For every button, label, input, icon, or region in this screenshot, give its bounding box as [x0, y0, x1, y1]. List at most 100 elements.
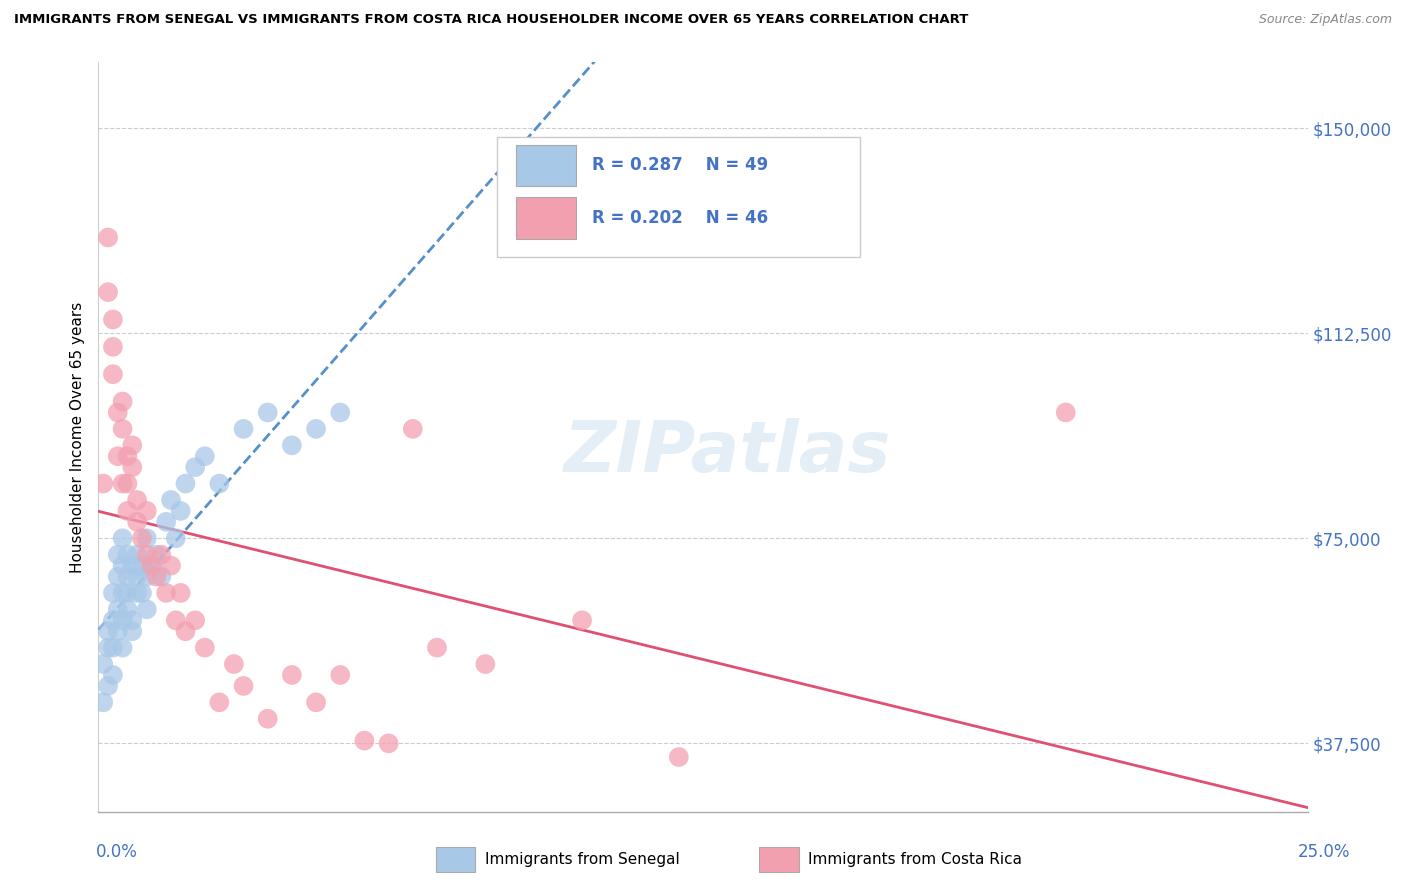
Point: [127, 548, 149, 562]
Point: [107, 548, 129, 562]
FancyBboxPatch shape: [498, 137, 860, 257]
Point: [165, 531, 187, 545]
Point: [155, 586, 177, 600]
Point: [256, 712, 278, 726]
Point: [194, 449, 217, 463]
Point: [160, 493, 183, 508]
Point: [174, 624, 197, 639]
Point: [91, 476, 114, 491]
Point: [150, 569, 173, 583]
Point: [111, 422, 134, 436]
Point: [117, 449, 139, 463]
Point: [121, 613, 143, 627]
Point: [160, 558, 183, 573]
Point: [101, 640, 124, 655]
Point: [169, 586, 191, 600]
Text: ZIPatlas: ZIPatlas: [564, 417, 891, 486]
Point: [111, 558, 134, 573]
FancyBboxPatch shape: [516, 197, 576, 238]
Point: [571, 613, 593, 627]
Point: [121, 558, 143, 573]
Point: [127, 515, 149, 529]
Point: [184, 613, 207, 627]
Point: [141, 558, 163, 573]
Text: IMMIGRANTS FROM SENEGAL VS IMMIGRANTS FROM COSTA RICA HOUSEHOLDER INCOME OVER 65: IMMIGRANTS FROM SENEGAL VS IMMIGRANTS FR…: [14, 13, 969, 27]
Point: [127, 493, 149, 508]
Point: [127, 569, 149, 583]
Point: [127, 586, 149, 600]
Point: [135, 531, 157, 545]
Point: [155, 515, 177, 529]
Point: [141, 558, 163, 573]
Point: [169, 504, 191, 518]
Point: [222, 657, 245, 671]
Point: [91, 657, 114, 671]
Point: [107, 602, 129, 616]
Point: [101, 668, 124, 682]
Point: [1054, 405, 1077, 419]
Point: [150, 548, 173, 562]
Point: [101, 586, 124, 600]
Point: [135, 548, 157, 562]
Point: [131, 558, 153, 573]
Point: [111, 394, 134, 409]
Point: [97, 624, 120, 639]
Point: [97, 230, 120, 244]
Point: [184, 460, 207, 475]
Point: [135, 504, 157, 518]
Point: [281, 438, 304, 452]
Point: [208, 695, 231, 709]
Point: [208, 476, 231, 491]
Text: 0.0%: 0.0%: [96, 843, 138, 861]
Point: [377, 736, 399, 750]
Point: [256, 405, 278, 419]
Point: [91, 695, 114, 709]
Point: [131, 586, 153, 600]
Point: [97, 285, 120, 300]
Text: Immigrants from Costa Rica: Immigrants from Costa Rica: [808, 853, 1022, 867]
Point: [329, 668, 352, 682]
Point: [426, 640, 449, 655]
Point: [111, 531, 134, 545]
Point: [145, 569, 167, 583]
Point: [353, 733, 375, 747]
Point: [111, 640, 134, 655]
Point: [232, 679, 254, 693]
Point: [107, 624, 129, 639]
Point: [111, 476, 134, 491]
Point: [135, 569, 157, 583]
Point: [281, 668, 304, 682]
Point: [131, 531, 153, 545]
Point: [117, 476, 139, 491]
Point: [402, 422, 425, 436]
Point: [101, 340, 124, 354]
Text: R = 0.287    N = 49: R = 0.287 N = 49: [592, 156, 768, 174]
Point: [101, 613, 124, 627]
Point: [329, 405, 352, 419]
Text: Source: ZipAtlas.com: Source: ZipAtlas.com: [1258, 13, 1392, 27]
Point: [232, 422, 254, 436]
Point: [107, 569, 129, 583]
Point: [101, 367, 124, 381]
Point: [165, 613, 187, 627]
Point: [668, 750, 690, 764]
Point: [117, 602, 139, 616]
Point: [117, 586, 139, 600]
Point: [305, 422, 328, 436]
Point: [97, 640, 120, 655]
Point: [111, 613, 134, 627]
Point: [121, 624, 143, 639]
Point: [121, 460, 143, 475]
Point: [107, 449, 129, 463]
Text: R = 0.202    N = 46: R = 0.202 N = 46: [592, 209, 768, 227]
Point: [117, 504, 139, 518]
Point: [135, 602, 157, 616]
Point: [97, 679, 120, 693]
Point: [194, 640, 217, 655]
FancyBboxPatch shape: [516, 145, 576, 186]
Point: [305, 695, 328, 709]
Point: [117, 548, 139, 562]
Point: [101, 312, 124, 326]
Point: [121, 438, 143, 452]
Text: Immigrants from Senegal: Immigrants from Senegal: [485, 853, 681, 867]
